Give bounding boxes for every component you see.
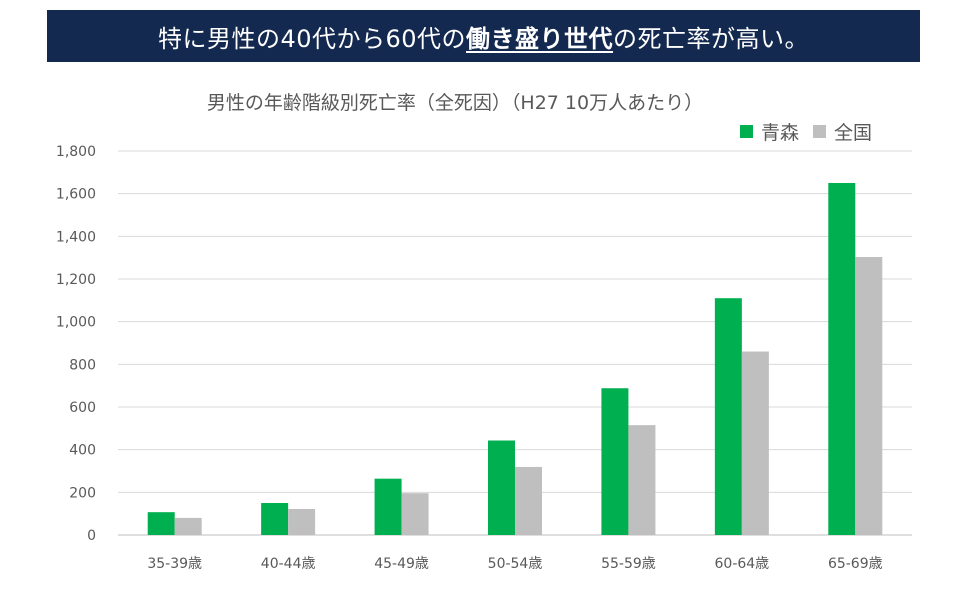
bar-national: [401, 493, 429, 535]
banner-prefix: 特に男性の40代から60代の: [157, 24, 467, 53]
banner-text: 特に男性の40代から60代の働き盛り世代の死亡率が高い。: [158, 19, 809, 54]
y-tick-label: 800: [69, 357, 96, 373]
y-tick-label: 1,200: [56, 272, 96, 288]
bar-aomori: [261, 503, 289, 535]
bar-aomori: [828, 183, 856, 535]
chart-title: 男性の年齢階級別死亡率（全死因）（H27 10万人あたり）: [206, 92, 704, 114]
banner-highlight: 働き盛り世代: [466, 24, 614, 53]
y-tick-label: 1,400: [56, 229, 96, 245]
bar-national: [288, 508, 316, 535]
bar-national: [741, 351, 769, 535]
legend-swatch-national: [813, 125, 827, 138]
bar-national: [855, 257, 883, 535]
bar-aomori: [488, 440, 515, 535]
legend-swatch-aomori: [740, 125, 753, 138]
bar-aomori: [601, 388, 629, 535]
y-tick-label: 600: [69, 400, 96, 416]
bar-national: [628, 425, 656, 535]
x-tick-label: 65-69歳: [828, 556, 883, 572]
y-tick-label: 1,000: [56, 315, 96, 331]
bar-national: [174, 517, 202, 535]
x-tick-label: 40-44歳: [261, 556, 316, 572]
chart-legend: 青森 全国: [740, 118, 872, 145]
x-tick-label: 35-39歳: [147, 556, 202, 572]
bar-aomori: [147, 512, 175, 535]
y-tick-label: 400: [69, 443, 96, 459]
bar-aomori: [374, 478, 402, 535]
header-banner: 特に男性の40代から60代の働き盛り世代の死亡率が高い。: [47, 10, 920, 62]
bar-national: [515, 466, 542, 535]
bar-aomori: [714, 298, 742, 535]
y-tick-label: 1,800: [56, 144, 96, 160]
y-tick-label: 200: [69, 485, 96, 501]
legend-item-national: 全国: [813, 118, 872, 145]
y-tick-label: 0: [87, 528, 96, 544]
legend-label-national: 全国: [834, 122, 873, 144]
x-tick-label: 45-49歳: [374, 556, 429, 572]
x-tick-label: 55-59歳: [601, 556, 656, 572]
x-tick-label: 60-64歳: [715, 556, 770, 572]
y-tick-label: 1,600: [56, 187, 96, 203]
banner-suffix: の死亡率が高い。: [613, 24, 810, 53]
legend-label-aomori: 青森: [761, 122, 800, 144]
legend-item-aomori: 青森: [740, 118, 799, 145]
x-tick-label: 50-54歳: [488, 556, 543, 572]
